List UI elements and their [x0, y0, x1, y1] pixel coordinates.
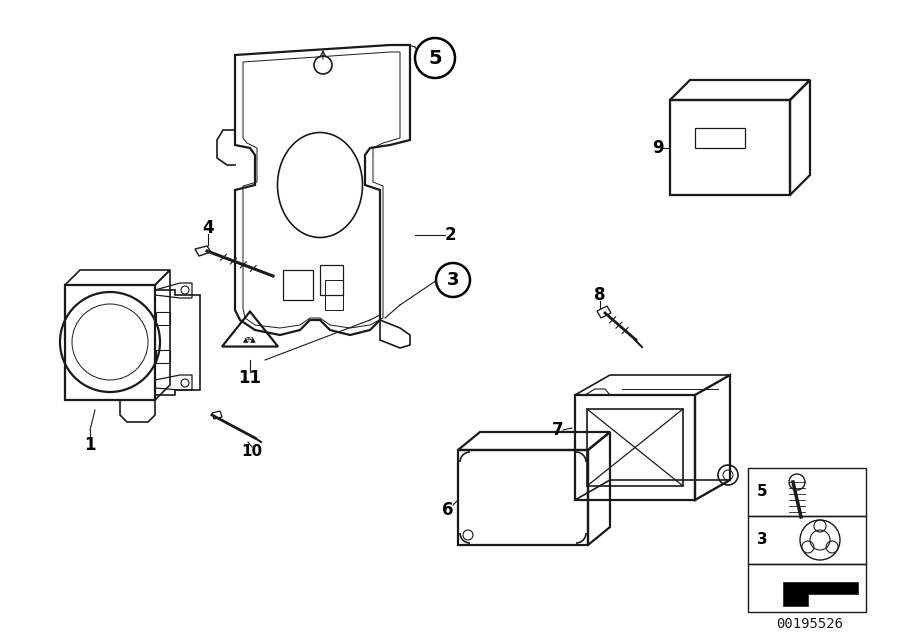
Text: 4: 4 — [202, 219, 214, 237]
Text: ≈: ≈ — [246, 334, 255, 344]
Text: 7: 7 — [553, 421, 563, 439]
Circle shape — [436, 263, 470, 297]
Text: 3: 3 — [757, 532, 768, 548]
Text: 5: 5 — [757, 485, 768, 499]
Text: 11: 11 — [238, 369, 262, 387]
Text: ▲!▲: ▲!▲ — [243, 336, 256, 342]
Text: 10: 10 — [241, 445, 263, 459]
Text: 9: 9 — [652, 139, 664, 157]
Text: 8: 8 — [594, 286, 606, 304]
Text: 3: 3 — [446, 271, 459, 289]
Text: 2: 2 — [445, 226, 455, 244]
Polygon shape — [783, 582, 858, 606]
Text: 1: 1 — [85, 436, 95, 454]
Polygon shape — [597, 306, 611, 318]
Circle shape — [415, 38, 455, 78]
Text: 00195526: 00195526 — [777, 617, 843, 631]
Text: 5: 5 — [428, 48, 442, 67]
Text: 6: 6 — [442, 501, 454, 519]
Polygon shape — [195, 246, 211, 256]
Polygon shape — [212, 411, 222, 419]
